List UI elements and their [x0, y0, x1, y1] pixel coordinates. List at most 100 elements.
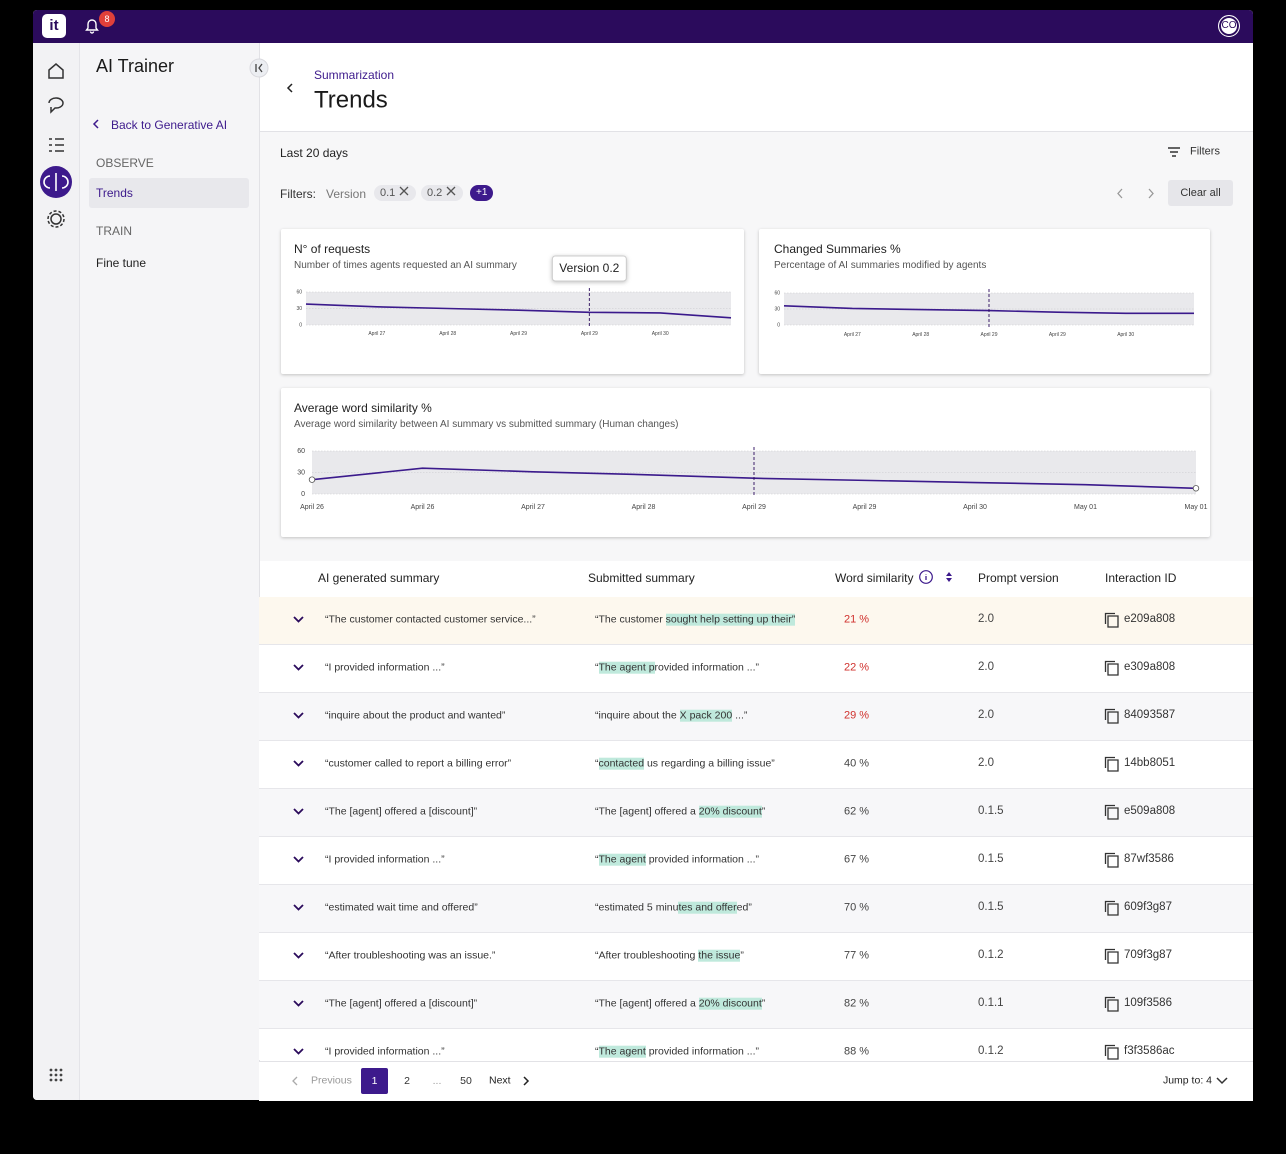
section-heading: OBSERVE	[96, 155, 154, 170]
y-tick-label: 0	[299, 322, 302, 328]
icon-rail	[33, 43, 80, 1100]
endpoint-marker	[1192, 485, 1200, 492]
settings-icon-teeth	[47, 210, 65, 228]
interaction-id: e509a808	[1124, 805, 1176, 818]
summary-text: us regarding a billing issue”	[644, 757, 775, 770]
avatar[interactable]: CO	[1218, 15, 1240, 37]
x-tick-label: April 27	[368, 331, 385, 337]
copy-path	[1104, 612, 1119, 628]
similarity-header-icons[interactable]	[918, 569, 958, 585]
filter-chip[interactable]: 0.2	[421, 185, 464, 201]
jump-to[interactable]: Jump to: 4	[1162, 1074, 1212, 1087]
settings-icon[interactable]	[50, 213, 62, 225]
chat-icon[interactable]	[48, 97, 64, 114]
column-header[interactable]: Word similarity	[835, 570, 914, 585]
filter-chip[interactable]: 0.1	[374, 185, 417, 201]
y-tick-label: 0	[301, 491, 305, 498]
x-tick-label: April 27	[521, 504, 545, 511]
summary-text: “After troubleshooting	[595, 949, 699, 962]
summary-text: provided information ...”	[645, 853, 760, 866]
x-tick-label: April 30	[963, 504, 987, 511]
copy-icon[interactable]	[1104, 612, 1120, 628]
ai-summary: “After troubleshooting was an issue.”	[325, 949, 496, 962]
expand-chevron[interactable]	[293, 904, 304, 912]
copy-icon[interactable]	[1104, 948, 1120, 964]
expand-chevron[interactable]	[293, 808, 304, 816]
jump-chevron[interactable]	[1216, 1076, 1228, 1086]
more-chip[interactable]: +1	[470, 185, 494, 201]
breadcrumb[interactable]: Summarization	[314, 67, 395, 82]
highlighted-change: sought help setting up their”	[665, 613, 796, 626]
summary-text: provided information ...”	[645, 1045, 760, 1058]
x-tick-label: May 01	[1074, 504, 1097, 511]
next-button[interactable]: Next	[489, 1074, 511, 1087]
home-icon[interactable]	[48, 63, 64, 79]
page-current[interactable]: 1	[361, 1068, 388, 1094]
expand-chevron[interactable]	[293, 616, 304, 624]
copy-icon[interactable]	[1104, 1044, 1120, 1060]
clear-all-button[interactable]: Clear all	[1168, 180, 1233, 206]
back-chevron[interactable]	[91, 119, 101, 129]
collapse-button[interactable]	[248, 58, 270, 78]
x-tick-label: April 29	[510, 331, 527, 337]
prompt-version: 0.1.2	[978, 949, 1004, 962]
copy-icon[interactable]	[1104, 804, 1120, 820]
chart-subtitle: Percentage of AI summaries modified by a…	[774, 260, 987, 271]
back-link[interactable]: Back to Generative AI	[111, 117, 228, 132]
expand-chevron[interactable]	[293, 760, 304, 768]
expand-chevron[interactable]	[293, 712, 304, 720]
copy-icon[interactable]	[1104, 852, 1120, 868]
next-chevron[interactable]	[522, 1076, 530, 1086]
interaction-id: 14bb8051	[1124, 757, 1176, 770]
chip-remove[interactable]	[445, 186, 457, 196]
column-header: AI generated summary	[318, 570, 440, 585]
expand-chevron[interactable]	[293, 1000, 304, 1008]
header-back[interactable]	[285, 83, 295, 93]
chart-card: 0 30 60 April 26 April 26 April 27 April 28 Apr…	[281, 388, 1210, 537]
copy-path	[1104, 1044, 1119, 1060]
bell-icon[interactable]	[84, 18, 100, 34]
chevron-path	[293, 856, 304, 863]
prompt-version: 0.1.5	[978, 901, 1004, 914]
copy-icon[interactable]	[1104, 996, 1120, 1012]
apps-icon[interactable]	[49, 1068, 63, 1082]
chevron-path	[293, 1048, 304, 1055]
x-tick-label: April 29	[581, 331, 598, 337]
expand-chevron[interactable]	[293, 952, 304, 960]
filters-button[interactable]: Filters	[1190, 145, 1220, 158]
interaction-id: f3f3586ac	[1124, 1045, 1175, 1058]
nav-item[interactable]: Fine tune	[96, 255, 147, 270]
copy-icon[interactable]	[1104, 660, 1120, 676]
highlighted-change: 20% discount	[698, 805, 762, 818]
date-range[interactable]: Last 20 days	[280, 145, 349, 160]
page-link[interactable]: ...	[432, 1075, 442, 1087]
summary-text: “The [agent] offered a	[595, 805, 699, 818]
submitted-summary: “The agent provided information ...”	[595, 1045, 760, 1059]
logo[interactable]: it	[42, 14, 66, 38]
previous-button[interactable]: Previous	[311, 1074, 352, 1087]
highlighted-change: 20% discount	[698, 997, 762, 1010]
list-icon[interactable]	[49, 138, 64, 152]
copy-icon[interactable]	[1104, 900, 1120, 916]
chevron-path	[293, 1000, 304, 1007]
submitted-summary: “The agent provided information ...”	[595, 661, 760, 675]
page-link[interactable]: 50	[460, 1075, 472, 1087]
copy-path	[1104, 660, 1119, 676]
expand-chevron[interactable]	[293, 664, 304, 672]
expand-chevron[interactable]	[293, 856, 304, 864]
chart-title: Changed Summaries %	[774, 241, 901, 256]
y-tick-label: 60	[774, 290, 780, 296]
chip-remove[interactable]	[398, 186, 410, 196]
column-header: Interaction ID	[1105, 570, 1177, 585]
submitted-summary: “The agent provided information ...”	[595, 853, 760, 867]
expand-chevron[interactable]	[293, 1048, 304, 1056]
page-title: Trends	[314, 86, 388, 114]
nav-item[interactable]: Trends	[96, 185, 133, 200]
page-link[interactable]: 2	[404, 1075, 410, 1087]
filter-icon[interactable]	[1167, 146, 1181, 158]
summary-text: rovided information ...”	[654, 661, 760, 674]
copy-icon[interactable]	[1104, 756, 1120, 772]
filter-pager[interactable]	[1115, 188, 1157, 199]
copy-icon[interactable]	[1104, 708, 1120, 724]
